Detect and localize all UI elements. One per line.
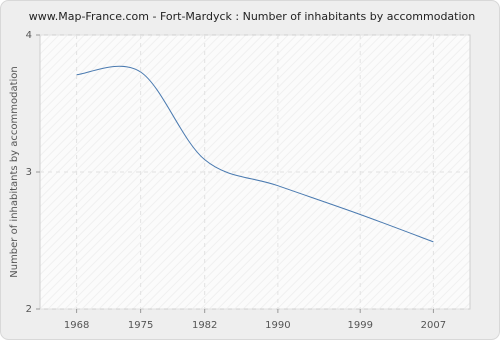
data-line xyxy=(76,65,434,243)
x-tick-label: 1982 xyxy=(192,320,217,331)
x-tick-label: 1999 xyxy=(347,320,372,331)
x-tick-label: 1968 xyxy=(64,320,89,331)
chart-title: www.Map-France.com - Fort-Mardyck : Numb… xyxy=(29,10,475,23)
y-tick-label: 3 xyxy=(26,167,32,178)
y-tick-label: 2 xyxy=(26,304,32,315)
y-axis-label: Number of inhabitants by accommodation xyxy=(9,66,20,278)
x-tick-label: 1975 xyxy=(128,320,153,331)
plot-area xyxy=(39,34,471,310)
x-tick-label: 2007 xyxy=(421,320,446,331)
x-tick-label: 1990 xyxy=(265,320,290,331)
y-tick-label: 4 xyxy=(26,30,32,41)
